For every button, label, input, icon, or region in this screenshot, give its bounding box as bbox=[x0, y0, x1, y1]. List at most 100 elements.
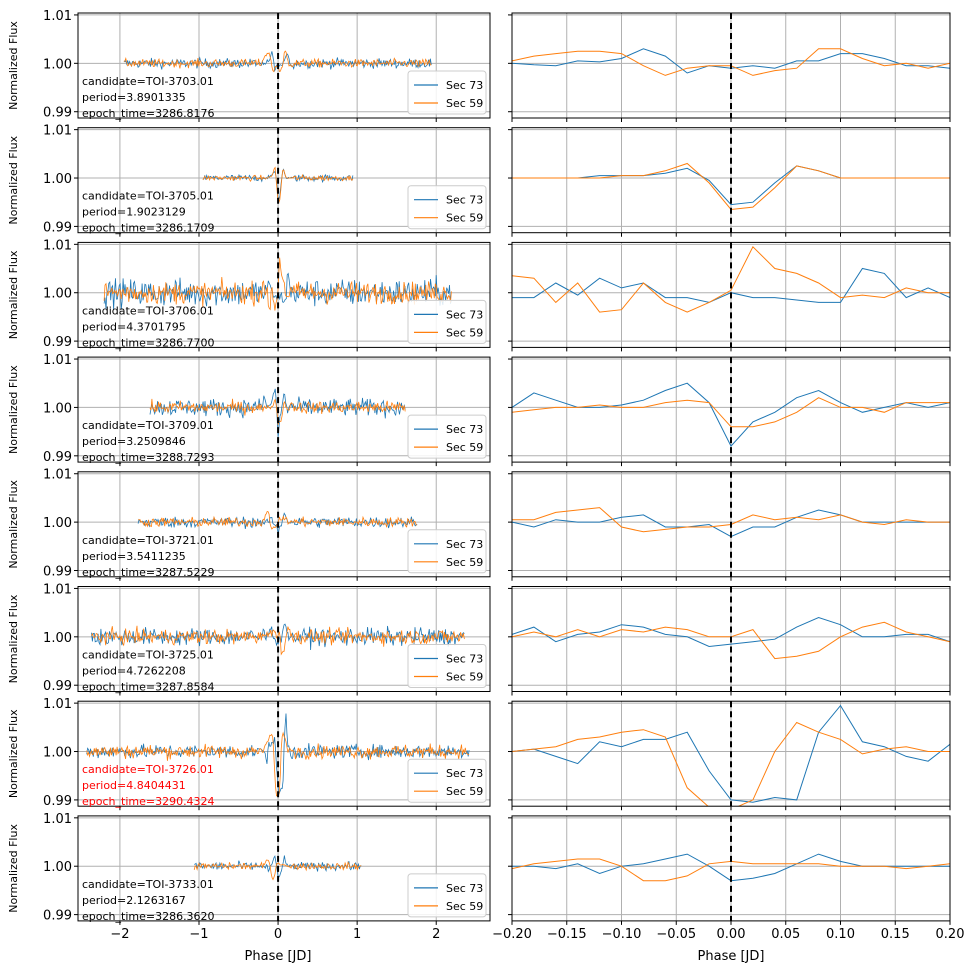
candidate-info-line: epoch_time=3288.7293 bbox=[82, 451, 215, 464]
y-tick-label: 0.99 bbox=[43, 106, 72, 121]
candidate-info-line: candidate=TOI-3706.01 bbox=[82, 304, 214, 317]
left-panel-1: 1.01 1.00 0.99 Normalized Flux candidate=TOI… bbox=[7, 9, 491, 122]
y-tick-label: 1.00 bbox=[43, 287, 72, 302]
y-tick-label: 0.99 bbox=[43, 450, 72, 465]
candidate-info-line: period=3.2509846 bbox=[82, 435, 186, 448]
y-tick-label: 0.99 bbox=[43, 220, 72, 235]
candidate-info-line: epoch_time=3287.5229 bbox=[82, 566, 215, 579]
axes-frame bbox=[511, 127, 951, 234]
right-panel-5 bbox=[508, 471, 951, 581]
x-tick-label: 0.15 bbox=[881, 927, 910, 942]
y-axis-label: Normalized Flux bbox=[7, 250, 20, 339]
candidate-info-line: candidate=TOI-3726.01 bbox=[82, 763, 214, 776]
right-panel-4 bbox=[508, 356, 951, 467]
candidate-info-line: period=3.5411235 bbox=[82, 550, 186, 563]
legend: Sec 73 Sec 59 bbox=[407, 529, 487, 574]
y-tick-label: 1.01 bbox=[43, 812, 72, 827]
y-tick-label: 1.00 bbox=[43, 57, 72, 72]
y-tick-label: 1.01 bbox=[43, 9, 72, 24]
candidate-info-line: candidate=TOI-3703.01 bbox=[82, 75, 214, 88]
legend-label: Sec 73 bbox=[446, 308, 483, 321]
legend-label: Sec 59 bbox=[446, 671, 483, 684]
x-tick-label: 2 bbox=[432, 927, 440, 942]
axes-frame bbox=[511, 815, 951, 922]
left-panel-3: 1.01 1.00 0.99 Normalized Flux candidate=TOI… bbox=[7, 238, 491, 352]
candidate-info-line: epoch_time=3286.8176 bbox=[82, 107, 215, 120]
sec59-series-line bbox=[91, 625, 465, 656]
axes-frame bbox=[77, 356, 491, 463]
y-tick-label: 0.99 bbox=[43, 794, 72, 809]
axes-frame bbox=[77, 815, 491, 922]
y-tick-label: 0.99 bbox=[43, 679, 72, 694]
candidate-info-line: period=4.3701795 bbox=[82, 320, 186, 333]
left-panel-7: 1.01 1.00 0.99 Normalized Flux candidate=TOI… bbox=[7, 697, 491, 811]
axes-frame bbox=[511, 12, 951, 119]
left-panel-8: −2 −1 0 1 2 1.01 1.00 0.99 Normalized Flux candid… bbox=[7, 812, 491, 942]
candidate-info-line: candidate=TOI-3721.01 bbox=[82, 534, 214, 547]
x-tick-label: 0.10 bbox=[826, 927, 855, 942]
candidate-info-line: epoch_time=3286.3620 bbox=[82, 910, 215, 923]
y-tick-label: 0.99 bbox=[43, 335, 72, 350]
axes-frame bbox=[77, 586, 491, 692]
sec73-series-line bbox=[194, 855, 362, 879]
axes-frame bbox=[511, 700, 951, 807]
legend-label: Sec 59 bbox=[446, 441, 483, 454]
axes-frame bbox=[511, 586, 951, 692]
sec73-series-line bbox=[91, 623, 465, 651]
sec59-series-line bbox=[512, 397, 950, 428]
candidate-info-line: candidate=TOI-3733.01 bbox=[82, 878, 214, 891]
legend-label: Sec 73 bbox=[446, 653, 483, 666]
y-axis-label: Normalized Flux bbox=[7, 21, 20, 110]
legend-label: Sec 73 bbox=[446, 79, 483, 92]
sec73-series-line bbox=[137, 512, 418, 534]
axes-frame bbox=[77, 127, 491, 234]
sec59-series-line bbox=[193, 859, 362, 881]
y-tick-label: 1.00 bbox=[43, 516, 72, 531]
legend-label: Sec 59 bbox=[446, 326, 483, 339]
y-tick-label: 1.01 bbox=[43, 124, 72, 139]
y-axis-label: Normalized Flux bbox=[7, 594, 20, 683]
right-panel-8: −0.20 −0.15 −0.10 −0.05 0.00 0.05 0.10 0.15 0.20 bbox=[492, 815, 965, 942]
x-tick-label: −0.20 bbox=[492, 927, 532, 942]
legend-label: Sec 59 bbox=[446, 900, 483, 913]
x-tick-label: 0 bbox=[274, 927, 282, 942]
x-tick-label: −1 bbox=[189, 927, 208, 942]
candidate-info-line: epoch_time=3286.1709 bbox=[82, 222, 215, 235]
legend-label: Sec 73 bbox=[446, 882, 483, 895]
legend: Sec 73 Sec 59 bbox=[407, 414, 487, 459]
x-tick-label: −2 bbox=[110, 927, 129, 942]
legend: Sec 73 Sec 59 bbox=[407, 873, 487, 918]
candidate-info-line: period=2.1263167 bbox=[82, 894, 186, 907]
y-tick-label: 1.01 bbox=[43, 582, 72, 597]
legend-label: Sec 59 bbox=[446, 212, 483, 225]
right-panel-1 bbox=[508, 12, 951, 122]
sec73-series-line bbox=[512, 704, 950, 803]
x-tick-label: 0.05 bbox=[771, 927, 800, 942]
y-tick-label: 1.00 bbox=[43, 860, 72, 875]
left-panel-4: 1.01 1.00 0.99 Normalized Flux candidate=TOI… bbox=[7, 353, 491, 467]
left-panel-2: 1.01 1.00 0.99 Normalized Flux candidate=TOI… bbox=[7, 124, 491, 237]
axes-frame bbox=[77, 241, 491, 348]
legend-label: Sec 73 bbox=[446, 194, 483, 207]
y-tick-label: 1.00 bbox=[43, 401, 72, 416]
x-tick-label: −0.05 bbox=[656, 927, 696, 942]
right-x-axis-label: Phase [JD] bbox=[698, 949, 765, 964]
axes-frame bbox=[511, 241, 951, 348]
legend: Sec 73 Sec 59 bbox=[407, 644, 487, 688]
axes-frame bbox=[77, 471, 491, 578]
sec59-series-line bbox=[512, 245, 950, 313]
right-panel-3 bbox=[508, 241, 951, 352]
axes-frame bbox=[77, 700, 491, 807]
candidate-info-line: candidate=TOI-3725.01 bbox=[82, 649, 214, 662]
y-axis-label: Normalized Flux bbox=[7, 479, 20, 568]
x-tick-label: −0.10 bbox=[602, 927, 642, 942]
y-tick-label: 0.99 bbox=[43, 565, 72, 580]
axes-frame bbox=[511, 356, 951, 463]
candidate-info-line: period=3.8901335 bbox=[82, 91, 186, 104]
y-tick-label: 1.01 bbox=[43, 468, 72, 483]
y-axis-label: Normalized Flux bbox=[7, 135, 20, 224]
x-tick-label: 0.20 bbox=[936, 927, 965, 942]
candidate-info-line: period=4.8404431 bbox=[82, 779, 186, 792]
y-tick-label: 1.00 bbox=[43, 631, 72, 646]
